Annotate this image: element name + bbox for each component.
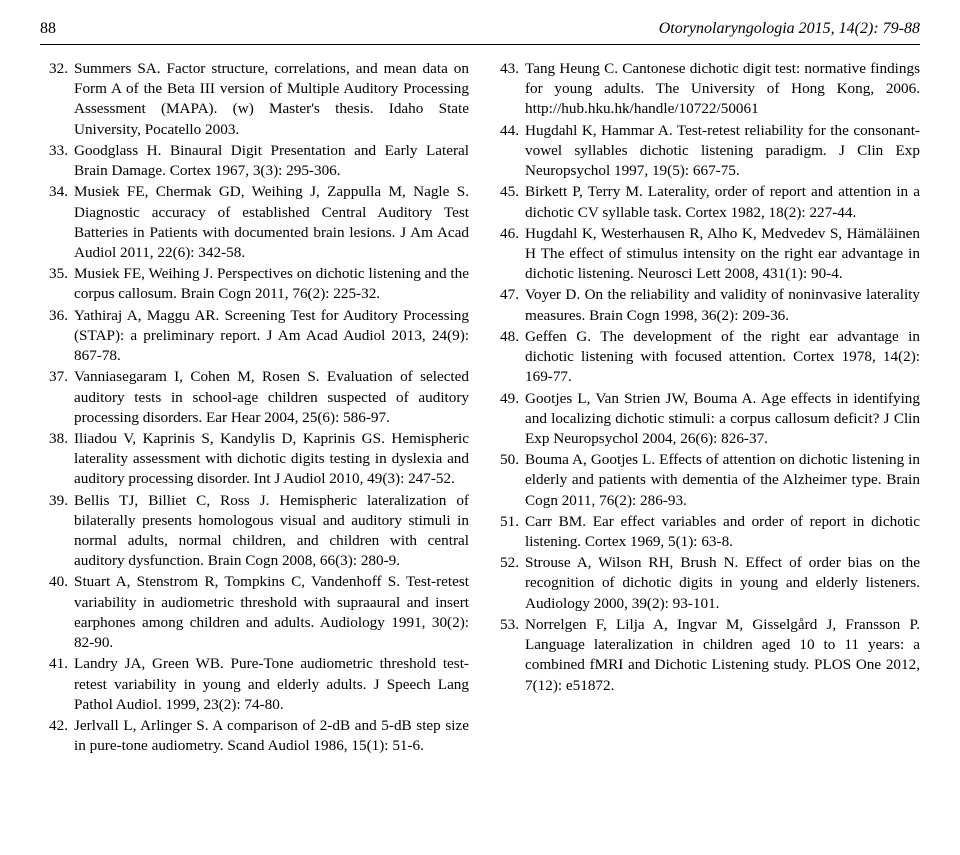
reference-item: 45.Birkett P, Terry M. Laterality, order… [491,182,920,222]
reference-text: Bellis TJ, Billiet C, Ross J. Hemispheri… [74,491,469,572]
reference-text: Gootjes L, Van Strien JW, Bouma A. Age e… [525,389,920,450]
reference-text: Carr BM. Ear effect variables and order … [525,512,920,552]
reference-number: 41. [40,654,74,715]
reference-item: 49.Gootjes L, Van Strien JW, Bouma A. Ag… [491,389,920,450]
reference-number: 51. [491,512,525,552]
reference-text: Yathiraj A, Maggu AR. Screening Test for… [74,306,469,367]
reference-number: 44. [491,121,525,182]
reference-text: Goodglass H. Binaural Digit Presentation… [74,141,469,181]
reference-number: 50. [491,450,525,511]
reference-number: 36. [40,306,74,367]
reference-number: 33. [40,141,74,181]
reference-item: 43.Tang Heung C. Cantonese dichotic digi… [491,59,920,120]
reference-item: 33.Goodglass H. Binaural Digit Presentat… [40,141,469,181]
reference-columns: 32.Summers SA. Factor structure, correla… [40,59,920,757]
reference-number: 34. [40,182,74,263]
reference-number: 47. [491,285,525,325]
reference-text: Voyer D. On the reliability and validity… [525,285,920,325]
reference-number: 48. [491,327,525,388]
reference-number: 40. [40,572,74,653]
reference-text: Landry JA, Green WB. Pure-Tone audiometr… [74,654,469,715]
reference-number: 45. [491,182,525,222]
reference-number: 46. [491,224,525,285]
reference-item: 53.Norrelgen F, Lilja A, Ingvar M, Gisse… [491,615,920,696]
reference-text: Musiek FE, Chermak GD, Weihing J, Zappul… [74,182,469,263]
reference-item: 35.Musiek FE, Weihing J. Perspectives on… [40,264,469,304]
reference-number: 35. [40,264,74,304]
reference-item: 50.Bouma A, Gootjes L. Effects of attent… [491,450,920,511]
reference-text: Jerlvall L, Arlinger S. A comparison of … [74,716,469,756]
reference-item: 32.Summers SA. Factor structure, correla… [40,59,469,140]
page-header: 88 Otorynolaryngologia 2015, 14(2): 79-8… [40,20,920,38]
reference-item: 40.Stuart A, Stenstrom R, Tompkins C, Va… [40,572,469,653]
reference-item: 34.Musiek FE, Chermak GD, Weihing J, Zap… [40,182,469,263]
reference-item: 48.Geffen G. The development of the righ… [491,327,920,388]
reference-number: 38. [40,429,74,490]
reference-item: 38.Iliadou V, Kaprinis S, Kandylis D, Ka… [40,429,469,490]
reference-number: 43. [491,59,525,120]
reference-text: Norrelgen F, Lilja A, Ingvar M, Gisselgå… [525,615,920,696]
reference-text: Bouma A, Gootjes L. Effects of attention… [525,450,920,511]
reference-number: 52. [491,553,525,614]
reference-number: 32. [40,59,74,140]
reference-item: 47.Voyer D. On the reliability and valid… [491,285,920,325]
left-column: 32.Summers SA. Factor structure, correla… [40,59,469,757]
reference-text: Musiek FE, Weihing J. Perspectives on di… [74,264,469,304]
reference-item: 42.Jerlvall L, Arlinger S. A comparison … [40,716,469,756]
reference-number: 42. [40,716,74,756]
reference-number: 49. [491,389,525,450]
reference-text: Vanniasegaram I, Cohen M, Rosen S. Evalu… [74,367,469,428]
page-container: 88 Otorynolaryngologia 2015, 14(2): 79-8… [0,0,960,787]
reference-item: 39.Bellis TJ, Billiet C, Ross J. Hemisph… [40,491,469,572]
page-number: 88 [40,20,56,38]
reference-item: 37.Vanniasegaram I, Cohen M, Rosen S. Ev… [40,367,469,428]
right-column: 43.Tang Heung C. Cantonese dichotic digi… [491,59,920,757]
reference-text: Stuart A, Stenstrom R, Tompkins C, Vande… [74,572,469,653]
reference-item: 52.Strouse A, Wilson RH, Brush N. Effect… [491,553,920,614]
reference-text: Iliadou V, Kaprinis S, Kandylis D, Kapri… [74,429,469,490]
reference-text: Strouse A, Wilson RH, Brush N. Effect of… [525,553,920,614]
journal-title: Otorynolaryngologia 2015, 14(2): 79-88 [659,20,920,38]
reference-text: Summers SA. Factor structure, correlatio… [74,59,469,140]
reference-item: 41.Landry JA, Green WB. Pure-Tone audiom… [40,654,469,715]
reference-item: 46.Hugdahl K, Westerhausen R, Alho K, Me… [491,224,920,285]
reference-item: 44.Hugdahl K, Hammar A. Test-retest reli… [491,121,920,182]
reference-item: 36.Yathiraj A, Maggu AR. Screening Test … [40,306,469,367]
reference-number: 37. [40,367,74,428]
reference-text: Tang Heung C. Cantonese dichotic digit t… [525,59,920,120]
reference-number: 39. [40,491,74,572]
reference-number: 53. [491,615,525,696]
reference-item: 51.Carr BM. Ear effect variables and ord… [491,512,920,552]
reference-text: Birkett P, Terry M. Laterality, order of… [525,182,920,222]
reference-text: Hugdahl K, Hammar A. Test-retest reliabi… [525,121,920,182]
header-divider [40,44,920,45]
reference-text: Hugdahl K, Westerhausen R, Alho K, Medve… [525,224,920,285]
reference-text: Geffen G. The development of the right e… [525,327,920,388]
